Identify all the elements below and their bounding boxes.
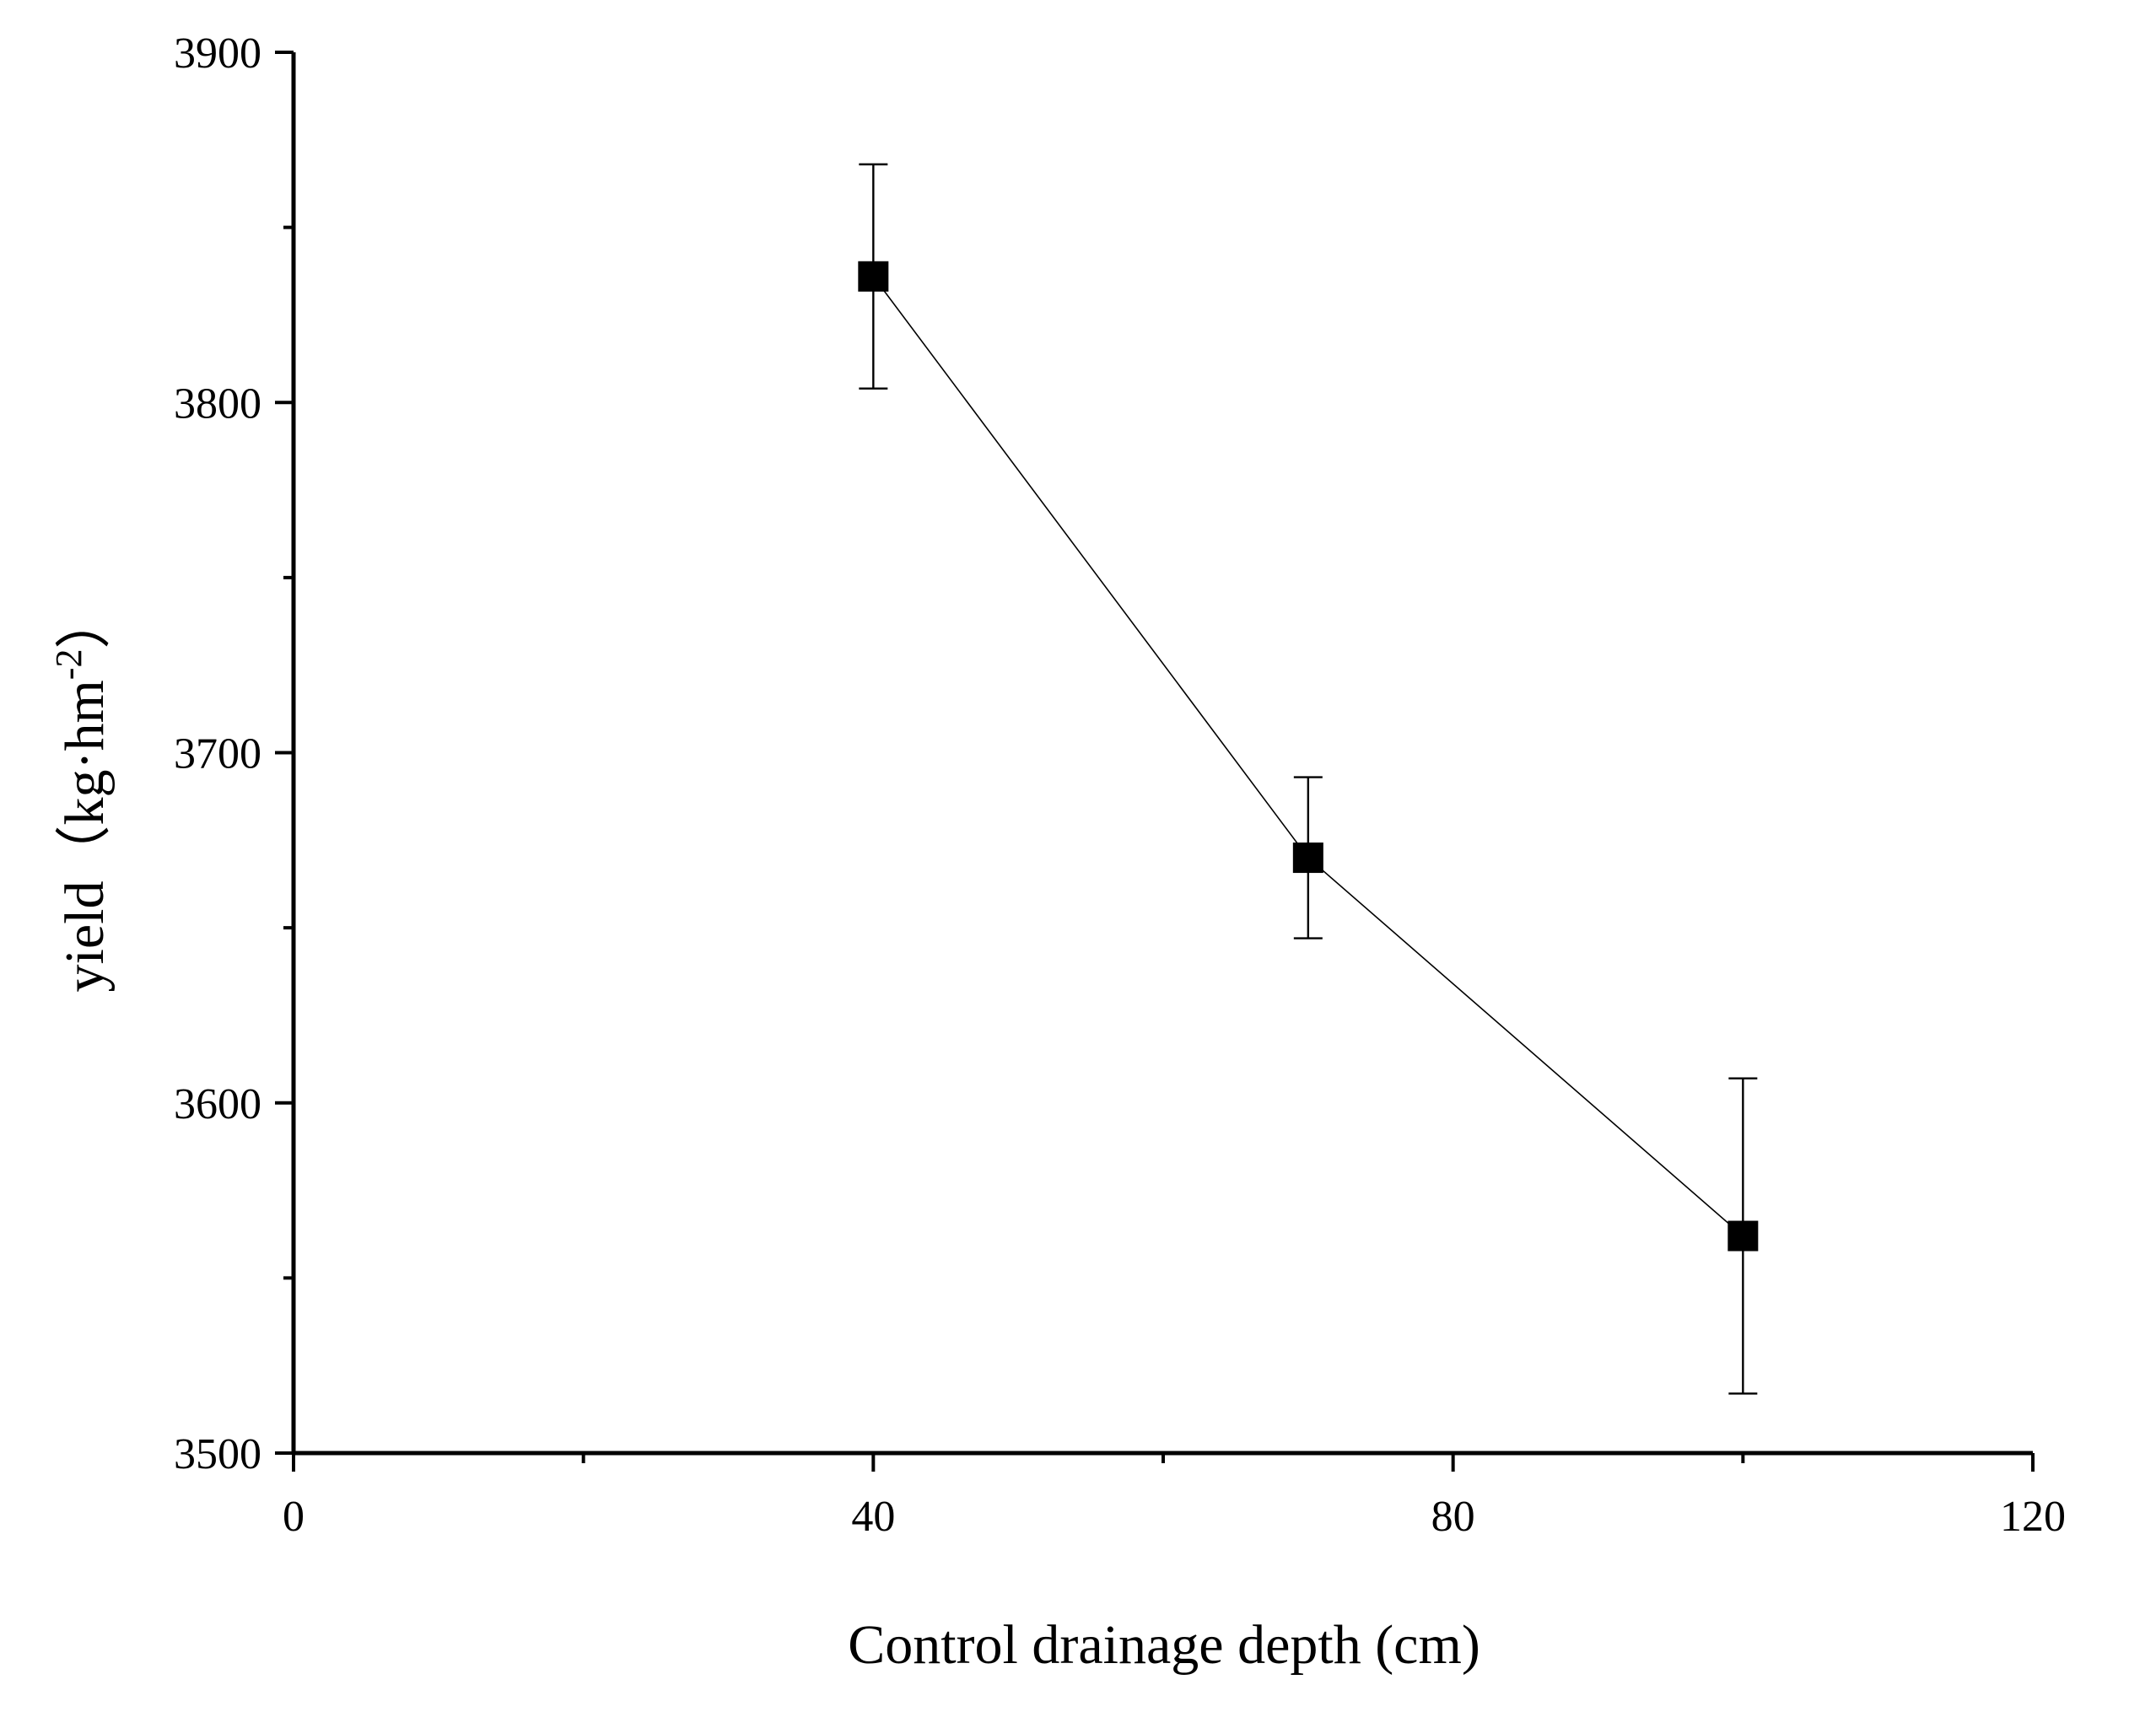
y-axis-title-main: yield（kg·hm <box>54 680 116 992</box>
y-axis-title-close: ） <box>54 594 116 649</box>
data-point-marker <box>1727 1220 1759 1252</box>
x-tick-label: 120 <box>2000 1493 2066 1541</box>
y-axis-title-superscript: -2 <box>48 649 89 681</box>
y-tick-label: 3800 <box>174 380 261 428</box>
y-tick-label: 3700 <box>174 730 261 778</box>
data-point-marker <box>858 261 889 292</box>
data-point-marker <box>1292 842 1323 874</box>
x-tick-label: 40 <box>851 1493 895 1541</box>
y-axis-title: yield（kg·hm-2） <box>48 594 116 993</box>
x-tick-label: 0 <box>283 1493 305 1541</box>
ticks: 3500 3600 3700 3800 3900 0 40 80 120 <box>174 30 2066 1541</box>
x-tick-label: 80 <box>1431 1493 1475 1541</box>
y-tick-label: 3600 <box>174 1080 261 1128</box>
data-series <box>858 163 1759 1395</box>
y-tick-label: 3900 <box>174 30 261 78</box>
y-tick-label: 3500 <box>174 1430 261 1478</box>
x-axis-title: Control drainage depth (cm) <box>848 1614 1480 1676</box>
axes <box>291 52 2033 1456</box>
series-line <box>872 276 1744 1237</box>
